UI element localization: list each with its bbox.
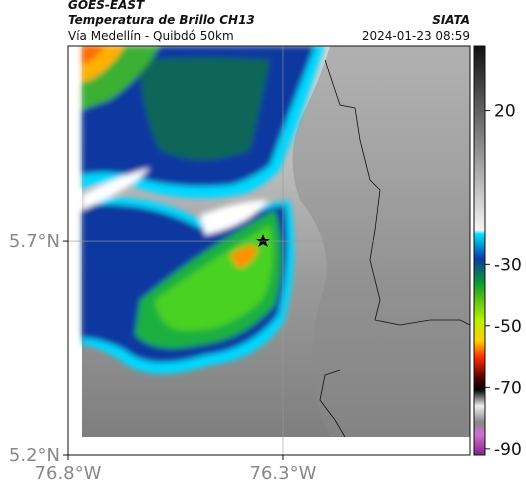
x-tick-label: 76.3°W <box>250 463 317 484</box>
colorbar-tick-label: 20 <box>494 102 516 122</box>
y-tick-label: 5.2°N <box>9 445 60 466</box>
region: Vía Medellín - Quibdó 50km <box>68 29 234 43</box>
x-tick-label: 76.8°W <box>35 463 102 484</box>
timestamp: 2024-01-23 08:59 <box>362 29 470 43</box>
grid <box>68 46 470 455</box>
colorbar <box>473 45 486 456</box>
source: SIATA <box>432 13 470 27</box>
map-frame <box>67 45 471 456</box>
y-tick-label: 5.7°N <box>9 231 60 252</box>
title: GOES-EAST <box>68 0 145 12</box>
colorbar-tick-label: -50 <box>494 317 522 337</box>
subtitle: Temperatura de Brillo CH13 <box>68 13 255 27</box>
colorbar-tick-label: -70 <box>494 378 522 398</box>
location-marker <box>256 234 270 247</box>
colorbar-tick-label: -30 <box>494 255 522 275</box>
colorbar-tick-label: -90 <box>494 440 522 460</box>
satellite-image <box>68 46 470 455</box>
